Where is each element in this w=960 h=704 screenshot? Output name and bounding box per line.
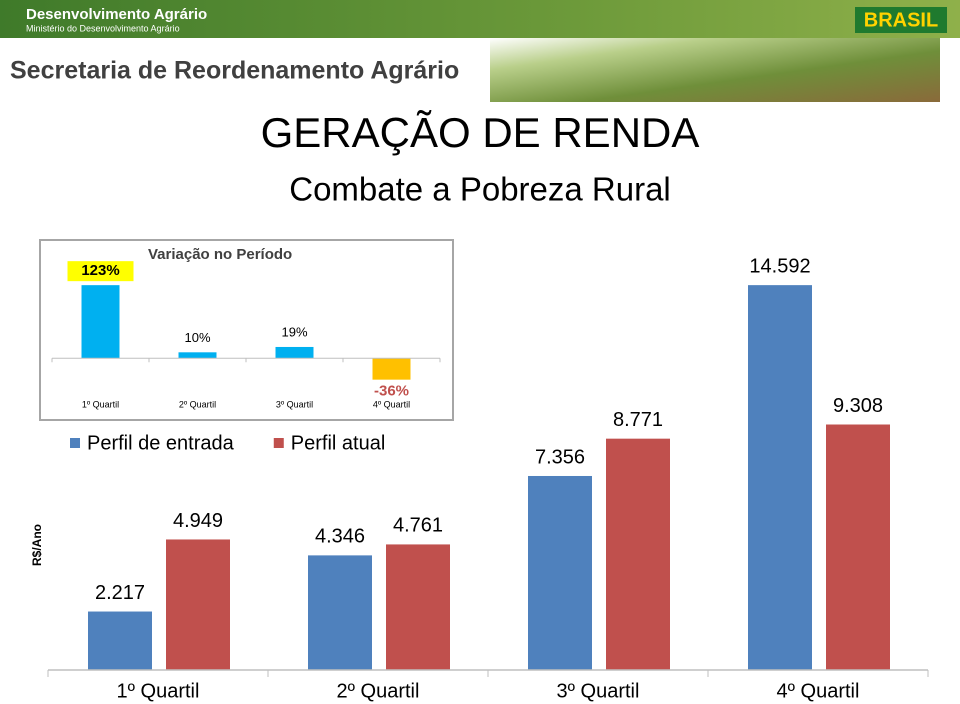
value-label: 14.592 bbox=[749, 255, 810, 277]
value-label: 4.949 bbox=[173, 510, 223, 532]
inset-value-label: -36% bbox=[374, 383, 409, 400]
bar bbox=[528, 475, 592, 670]
inset-bar bbox=[372, 358, 411, 380]
legend-swatch bbox=[273, 438, 284, 448]
slide-title: GERAÇÃO DE RENDA bbox=[261, 109, 700, 156]
legend-label: Perfil de entrada bbox=[87, 432, 235, 454]
value-label: 7.356 bbox=[535, 446, 585, 468]
x-tick-label: 2º Quartil bbox=[337, 680, 420, 702]
inset-x-tick-label: 2º Quartil bbox=[179, 399, 216, 409]
bar bbox=[826, 424, 890, 670]
value-label: 2.217 bbox=[95, 582, 145, 604]
bar bbox=[748, 285, 812, 670]
label-highlight bbox=[67, 261, 134, 282]
inset-bar bbox=[275, 346, 314, 359]
inset-value-label: 19% bbox=[281, 324, 307, 339]
y-axis-label: R$/Ano bbox=[30, 524, 44, 566]
value-label: 4.346 bbox=[315, 526, 365, 548]
x-tick-label: 4º Quartil bbox=[777, 680, 860, 702]
header-band bbox=[0, 0, 960, 38]
value-label: 8.771 bbox=[613, 409, 663, 431]
inset-bar bbox=[178, 352, 217, 359]
bar bbox=[308, 555, 372, 670]
legend-swatch bbox=[70, 438, 80, 448]
inset-x-tick-label: 4º Quartil bbox=[373, 399, 410, 409]
secretariat: Secretaria de Reordenamento Agrário bbox=[10, 57, 459, 85]
inset-title: Variação no Período bbox=[148, 246, 292, 263]
logo: BRASIL bbox=[864, 9, 938, 31]
inset-x-tick-label: 1º Quartil bbox=[82, 399, 119, 409]
bar bbox=[606, 438, 670, 670]
bar bbox=[166, 539, 230, 670]
bar bbox=[88, 611, 152, 670]
header-photo bbox=[490, 38, 940, 102]
value-label: 9.308 bbox=[833, 395, 883, 417]
inset-value-label: 10% bbox=[184, 330, 210, 345]
inset-bar bbox=[81, 285, 120, 359]
ministry: Ministério do Desenvolvimento Agrário bbox=[26, 23, 180, 33]
x-tick-label: 1º Quartil bbox=[117, 680, 200, 702]
bar bbox=[386, 544, 450, 670]
legend-label: Perfil atual bbox=[291, 432, 386, 454]
slide-subtitle: Combate a Pobreza Rural bbox=[289, 171, 671, 208]
brand: Desenvolvimento Agrário bbox=[26, 6, 207, 23]
x-tick-label: 3º Quartil bbox=[557, 680, 640, 702]
inset-x-tick-label: 3º Quartil bbox=[276, 399, 313, 409]
value-label: 4.761 bbox=[393, 515, 443, 537]
logo-box bbox=[855, 7, 947, 33]
inset-value-label: 123% bbox=[81, 262, 119, 279]
